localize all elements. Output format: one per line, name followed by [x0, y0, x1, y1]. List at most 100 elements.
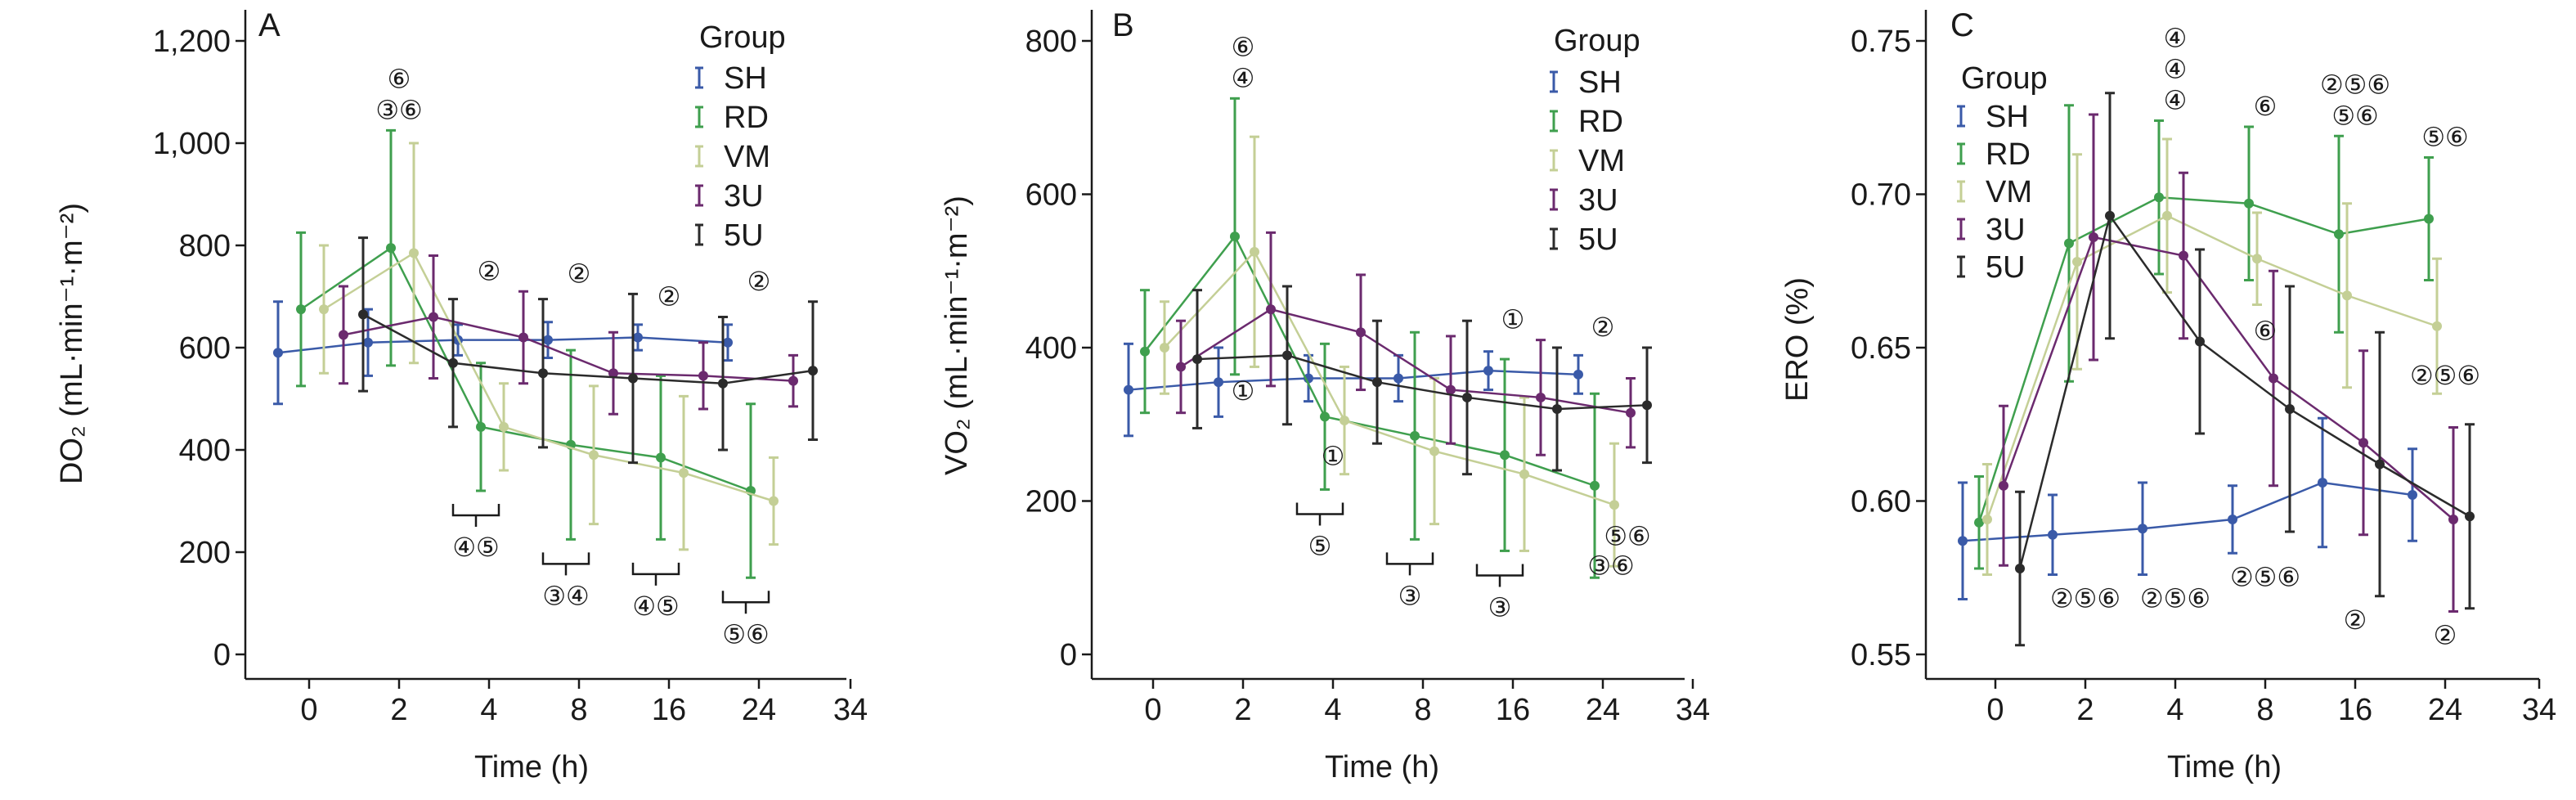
significance-annotation: ⑤⑥ [2421, 123, 2468, 152]
data-point [296, 304, 306, 315]
x-tick-label: 2 [390, 693, 407, 727]
x-tick-label: 4 [1324, 693, 1341, 727]
data-point [2195, 336, 2205, 347]
series-5u [358, 236, 818, 465]
series-rd [296, 128, 756, 579]
x-tick-label: 0 [1144, 693, 1161, 727]
panel-c-ylabel: ERO (%) [1780, 277, 1815, 402]
legend-label: 5U [1986, 250, 2026, 285]
series-line [2002, 236, 2454, 520]
data-point [2154, 192, 2164, 203]
legend-label: 3U [724, 179, 764, 213]
legend-label: 3U [1986, 213, 2026, 247]
data-point [2448, 515, 2458, 524]
significance-brace [451, 504, 500, 527]
data-point [1192, 354, 1202, 365]
series-5u [2015, 92, 2475, 647]
data-point [538, 368, 548, 379]
series-line [1144, 234, 1595, 487]
data-point [2138, 524, 2147, 534]
data-point [2244, 198, 2254, 209]
series-line [1196, 354, 1648, 411]
series-line [1977, 196, 2430, 524]
significance-annotation: ② [657, 282, 681, 312]
significance-annotation: ④⑤ [452, 533, 499, 562]
data-point [2432, 321, 2442, 331]
legend-label: 5U [1578, 222, 1618, 257]
data-point [543, 335, 553, 345]
data-point [2072, 257, 2082, 267]
panel-a-legend-title: Group [699, 20, 786, 55]
significance-annotation: ④ [2164, 86, 2188, 115]
legend-label: VM [724, 140, 770, 174]
legend-label: SH [724, 61, 767, 96]
data-point [1642, 400, 1652, 411]
data-point [1609, 500, 1619, 510]
data-point [2342, 290, 2352, 301]
data-point [1282, 350, 1292, 361]
data-point [1340, 416, 1349, 426]
x-tick-label: 0 [1986, 693, 2004, 727]
y-tick-label: 400 [179, 434, 231, 468]
significance-brace [721, 591, 770, 614]
data-point [1519, 469, 1529, 479]
significance-annotation: ① [1232, 376, 1255, 406]
series-vm [319, 142, 779, 551]
data-point [1214, 377, 1223, 388]
data-point [1982, 515, 1992, 524]
significance-annotation: ②⑤⑥ [2230, 562, 2300, 591]
data-point [1393, 373, 1403, 384]
series-3u [339, 254, 798, 416]
significance-annotation: ④ [1232, 63, 1255, 92]
panel-b-legend-items: SH RD VM 3U 5U [1550, 65, 1625, 257]
data-point [1552, 404, 1562, 414]
panel-b-legend-title: Group [1554, 24, 1640, 58]
data-point [1160, 343, 1169, 353]
legend-label: SH [1986, 100, 2029, 134]
significance-brace [631, 562, 680, 586]
y-tick-label: 600 [179, 331, 231, 366]
x-tick-label: 2 [1234, 693, 1251, 727]
y-tick-label: 200 [179, 536, 231, 570]
x-tick-label: 4 [480, 693, 497, 727]
data-point [1573, 369, 1583, 380]
x-tick-label: 34 [833, 693, 868, 727]
panel-a-xlabel: Time (h) [474, 750, 589, 784]
series-3u [1176, 231, 1636, 456]
significance-annotation: ③ [1398, 581, 1422, 610]
data-point [2408, 490, 2417, 500]
data-point [363, 337, 373, 348]
data-point [1483, 366, 1493, 376]
data-point [769, 496, 779, 506]
significance-annotation: ⑤⑥ [2331, 101, 2378, 130]
data-point [1320, 411, 1330, 422]
significance-annotation: ⑤⑥ [722, 619, 769, 649]
legend-label: 5U [724, 218, 764, 253]
panel-b-legend: Group SH RD VM 3U 5U [1550, 24, 1640, 257]
x-tick-label: 24 [742, 693, 776, 727]
data-point [1999, 480, 2008, 491]
significance-brace [1295, 502, 1344, 526]
significance-annotation: ③ [1488, 592, 1512, 622]
data-point [409, 248, 419, 258]
data-point [1410, 430, 1420, 441]
x-tick-label: 8 [1414, 693, 1431, 727]
significance-brace [541, 552, 590, 576]
legend-label: SH [1578, 65, 1622, 100]
series-sh [273, 300, 733, 406]
data-point [633, 332, 643, 343]
data-point [1626, 407, 1636, 418]
data-point [628, 373, 638, 384]
legend-label: VM [1578, 144, 1625, 178]
x-tick-label: 0 [300, 693, 317, 727]
x-tick-label: 8 [570, 693, 587, 727]
significance-annotation: ⑥ [388, 64, 411, 93]
data-point [2089, 232, 2098, 242]
data-point [2064, 238, 2074, 249]
legend-label: 3U [1578, 183, 1618, 218]
data-point [808, 366, 818, 376]
panel-c-xlabel: Time (h) [2167, 750, 2282, 784]
significance-annotation: ②⑤⑥ [2050, 584, 2120, 613]
